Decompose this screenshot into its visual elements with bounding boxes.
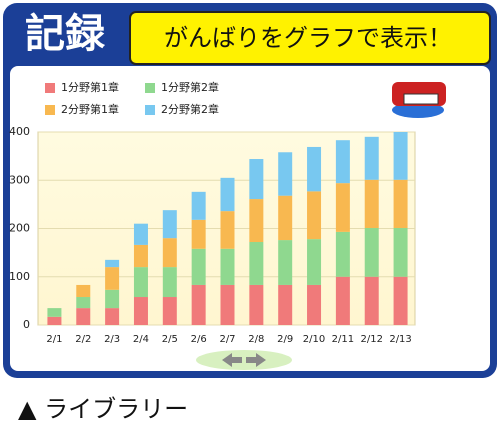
bar-segment [47,316,62,325]
bar-segment [335,276,350,325]
bar-segment [364,136,379,180]
bar-segment [191,191,206,220]
x-tick-label: 2/11 [332,334,354,345]
y-tick-label: 200 [9,222,30,235]
decoration [392,82,446,118]
bar-segment [249,284,264,325]
y-tick-label: 400 [9,125,30,138]
y-tick-label: 300 [9,173,30,186]
bar-segment [105,308,120,325]
x-tick-label: 2/10 [303,334,325,345]
caption: ▲ ライブラリー [18,395,188,423]
legend-swatch [145,105,155,115]
y-tick-label: 0 [23,318,30,331]
bar-segment [307,191,322,240]
bar-segment [162,238,177,268]
x-tick-label: 2/12 [360,334,382,345]
bar-segment [76,284,91,298]
y-tick-label: 100 [9,270,30,283]
bar-segment [249,159,264,200]
legend-swatch [45,83,55,93]
bar-segment [105,267,120,290]
bar-segment [191,219,206,249]
bar-segment [162,210,177,239]
bar-segment [249,242,264,285]
x-tick-label: 2/8 [248,334,264,345]
bar-segment [191,248,206,285]
bar-segment [220,248,235,285]
bar-segment [133,297,148,325]
x-tick-label: 2/4 [133,334,149,345]
bar-segment [364,179,379,229]
scroll-arrows[interactable] [196,350,292,370]
badge: 記録 [25,11,106,57]
bar-segment [220,284,235,325]
x-tick-label: 2/2 [75,334,91,345]
bar-segment [393,179,408,229]
bar-segment [47,308,62,317]
bar-segment [364,276,379,325]
bar-segment [393,228,408,277]
legend-label: 1分野第1章 [61,80,119,94]
bar-segment [133,244,148,268]
bar-segment [335,183,350,232]
bar-segment [162,267,177,298]
bar-segment [220,177,235,212]
x-tick-label: 2/9 [277,334,293,345]
bar-segment [133,267,148,298]
bar-segment [307,284,322,325]
legend-label: 1分野第2章 [161,80,219,94]
bar-segment [278,152,293,196]
legend-label: 2分野第1章 [61,102,119,116]
bar-segment [307,239,322,285]
bar-segment [249,199,264,243]
bar-segment [335,231,350,277]
bar-segment [162,297,177,325]
bar-segment [105,259,120,268]
bar-segment [76,297,91,309]
legend-swatch [45,105,55,115]
bar-segment [364,228,379,277]
x-tick-label: 2/3 [104,334,120,345]
bar-segment [76,308,91,325]
bar-segment [278,284,293,325]
x-tick-label: 2/1 [46,334,62,345]
legend-label: 2分野第2章 [161,102,219,116]
legend-swatch [145,83,155,93]
bar-segment [278,240,293,285]
bar-segment [335,140,350,184]
bar-segment [393,132,408,180]
bar-segment [220,211,235,249]
x-tick-label: 2/6 [191,334,207,345]
x-tick-label: 2/5 [162,334,178,345]
bar-segment [191,284,206,325]
x-tick-label: 2/13 [389,334,411,345]
x-tick-label: 2/7 [219,334,235,345]
bar-segment [393,276,408,325]
title-box [129,11,491,65]
bar-segment [278,195,293,241]
bar-segment [133,223,148,245]
bar-segment [307,146,322,192]
title: がんばりをグラフで表示！ [164,24,452,52]
bar-segment [105,289,120,309]
